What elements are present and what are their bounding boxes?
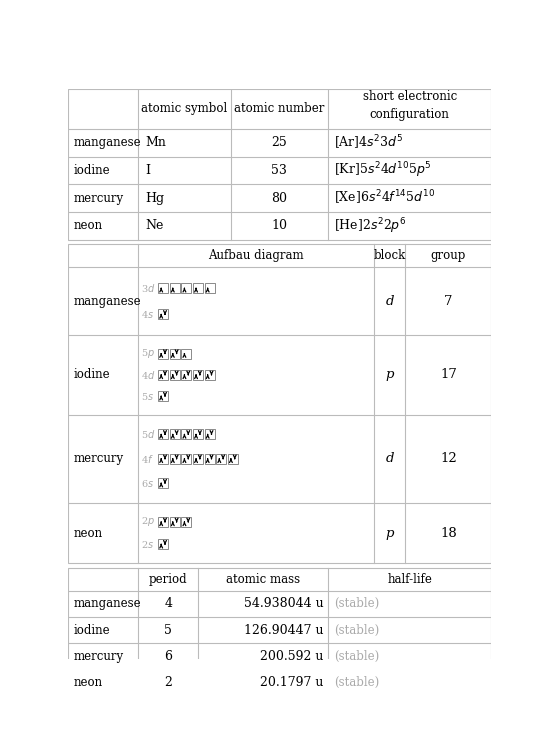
Text: manganese: manganese: [74, 136, 141, 149]
Bar: [158, 391, 168, 401]
Text: 5: 5: [164, 624, 172, 636]
Bar: [170, 283, 180, 293]
Text: Ne: Ne: [146, 219, 164, 232]
Text: 7: 7: [444, 295, 453, 308]
Bar: [181, 349, 192, 359]
Bar: [181, 454, 192, 464]
Text: 25: 25: [271, 136, 287, 149]
Text: (stable): (stable): [334, 624, 379, 636]
Text: 2: 2: [164, 676, 172, 689]
Bar: [170, 370, 180, 380]
Text: (stable): (stable): [334, 676, 379, 689]
Text: short electronic
configuration: short electronic configuration: [363, 90, 457, 121]
Bar: [205, 429, 215, 440]
Text: iodine: iodine: [74, 624, 110, 636]
Text: [Ar]4$s^2$3$d^5$: [Ar]4$s^2$3$d^5$: [334, 133, 403, 152]
Bar: [158, 283, 168, 293]
Bar: [193, 370, 203, 380]
Bar: [193, 283, 203, 293]
Text: [Kr]5$s^2$4$d^{10}$5$p^5$: [Kr]5$s^2$4$d^{10}$5$p^5$: [334, 161, 432, 181]
Text: (stable): (stable): [334, 597, 379, 610]
Text: 4$s$: 4$s$: [141, 309, 154, 320]
Text: block: block: [374, 249, 406, 263]
Text: manganese: manganese: [74, 295, 141, 308]
Bar: [158, 349, 168, 359]
Text: 54.938044 u: 54.938044 u: [244, 597, 323, 610]
Text: d: d: [385, 452, 394, 465]
Text: 4: 4: [164, 597, 172, 610]
Text: 6: 6: [164, 650, 172, 663]
Bar: [158, 454, 168, 464]
Text: 2$p$: 2$p$: [141, 516, 155, 528]
Bar: [158, 429, 168, 440]
Text: 17: 17: [440, 369, 457, 381]
Text: 5$p$: 5$p$: [141, 347, 155, 360]
Bar: [158, 370, 168, 380]
Text: 5$s$: 5$s$: [141, 391, 154, 402]
Bar: [193, 429, 203, 440]
Text: neon: neon: [74, 219, 103, 232]
Text: [He]2$s^2$2$p^6$: [He]2$s^2$2$p^6$: [334, 216, 407, 235]
Text: iodine: iodine: [74, 369, 110, 381]
Text: mercury: mercury: [74, 650, 124, 663]
Text: 200.592 u: 200.592 u: [260, 650, 323, 663]
Text: 20.1797 u: 20.1797 u: [260, 676, 323, 689]
Text: 4$d$: 4$d$: [141, 369, 156, 381]
Bar: [158, 478, 168, 488]
Bar: [170, 454, 180, 464]
Text: 18: 18: [440, 527, 457, 539]
Text: mercury: mercury: [74, 452, 124, 465]
Bar: [158, 309, 168, 320]
Bar: [228, 454, 238, 464]
Bar: [170, 349, 180, 359]
Bar: [205, 454, 215, 464]
Text: 12: 12: [440, 452, 457, 465]
Text: neon: neon: [74, 527, 103, 539]
Bar: [170, 517, 180, 527]
Text: 10: 10: [271, 219, 287, 232]
Text: iodine: iodine: [74, 164, 110, 177]
Bar: [68, 89, 491, 240]
Text: p: p: [385, 527, 394, 539]
Bar: [170, 429, 180, 440]
Bar: [68, 244, 491, 563]
Text: atomic symbol: atomic symbol: [141, 102, 228, 115]
Bar: [216, 454, 227, 464]
Bar: [181, 283, 192, 293]
Text: 126.90447 u: 126.90447 u: [244, 624, 323, 636]
Text: atomic mass: atomic mass: [226, 573, 300, 586]
Text: half-life: half-life: [387, 573, 432, 586]
Text: mercury: mercury: [74, 192, 124, 205]
Bar: [181, 517, 192, 527]
Bar: [158, 517, 168, 527]
Text: 53: 53: [271, 164, 287, 177]
Text: (stable): (stable): [334, 650, 379, 663]
Text: Hg: Hg: [146, 192, 165, 205]
Text: d: d: [385, 295, 394, 308]
Bar: [205, 370, 215, 380]
Text: manganese: manganese: [74, 597, 141, 610]
Text: Mn: Mn: [146, 136, 167, 149]
Bar: [68, 568, 491, 696]
Text: neon: neon: [74, 676, 103, 689]
Bar: [193, 454, 203, 464]
Text: group: group: [431, 249, 466, 263]
Bar: [205, 283, 215, 293]
Text: 2$s$: 2$s$: [141, 539, 154, 550]
Text: 5$d$: 5$d$: [141, 428, 156, 440]
Text: I: I: [146, 164, 151, 177]
Bar: [181, 370, 192, 380]
Text: p: p: [385, 369, 394, 381]
Text: [Xe]6$s^2$4$f^{14}$5$d^{10}$: [Xe]6$s^2$4$f^{14}$5$d^{10}$: [334, 189, 435, 207]
Text: 4$f$: 4$f$: [141, 453, 154, 465]
Text: atomic number: atomic number: [234, 102, 325, 115]
Text: 3$d$: 3$d$: [141, 282, 156, 295]
Bar: [181, 429, 192, 440]
Text: 80: 80: [271, 192, 287, 205]
Text: Aufbau diagram: Aufbau diagram: [209, 249, 304, 263]
Text: 6$s$: 6$s$: [141, 477, 154, 488]
Text: period: period: [149, 573, 187, 586]
Bar: [158, 539, 168, 549]
